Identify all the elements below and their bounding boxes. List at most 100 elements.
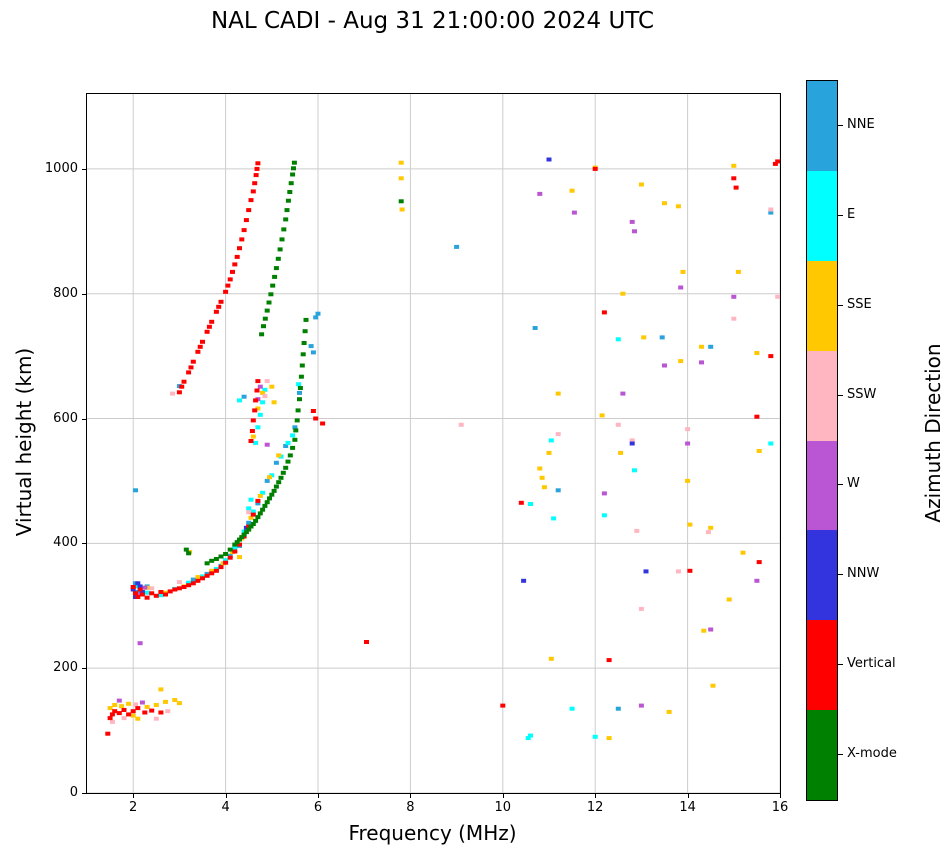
point-vertical (364, 640, 369, 644)
point-sse (135, 716, 141, 721)
point-x-mode (241, 532, 247, 537)
point-sse (678, 359, 684, 364)
point-sse (237, 555, 242, 560)
point-e (262, 387, 268, 392)
point-e (285, 440, 291, 445)
point-ssw (149, 586, 155, 591)
point-sse (618, 450, 624, 455)
point-nne (292, 425, 298, 430)
point-x-mode (288, 181, 294, 186)
point-x-mode (268, 292, 274, 297)
point-vertical (601, 310, 607, 315)
point-sse (537, 466, 543, 471)
point-e (296, 382, 302, 387)
point-x-mode (237, 537, 242, 542)
y-tick-mark (82, 418, 87, 420)
colorbar-tick (838, 125, 843, 126)
point-vertical (107, 716, 113, 721)
colorbar-category-label: SSE (847, 297, 872, 312)
point-x-mode (267, 496, 272, 501)
x-tick-label: 2 (129, 800, 138, 815)
point-ssw (264, 379, 270, 384)
point-vertical (254, 388, 260, 393)
point-ssw (731, 316, 737, 321)
point-x-mode (292, 437, 298, 442)
point-vertical (206, 324, 212, 329)
point-sse (250, 434, 256, 439)
point-vertical (204, 329, 210, 334)
point-ssw (458, 422, 464, 427)
colorbar-tick (838, 664, 843, 665)
point-vertical (310, 409, 316, 413)
point-sse (735, 269, 741, 274)
point-ssw (165, 709, 171, 714)
x-tick-mark (225, 793, 227, 798)
point-sse (569, 188, 575, 193)
point-vertical (731, 176, 737, 181)
point-vertical (130, 585, 136, 589)
point-sse (260, 390, 266, 395)
point-x-mode (297, 386, 303, 390)
point-vertical (167, 589, 173, 594)
point-nnw (546, 157, 552, 162)
point-vertical (223, 560, 229, 565)
point-nne (659, 335, 665, 340)
point-e (528, 733, 533, 738)
point-vertical (232, 549, 238, 554)
point-sse (555, 391, 561, 396)
point-vertical (239, 237, 245, 242)
point-w (137, 641, 143, 646)
point-vertical (172, 587, 178, 592)
point-w (601, 491, 607, 496)
point-x-mode (271, 488, 277, 493)
point-x-mode (269, 492, 275, 497)
point-x-mode (273, 266, 279, 271)
point-sse (666, 709, 672, 714)
point-x-mode (218, 554, 224, 559)
point-vertical (176, 390, 182, 395)
point-vertical (754, 414, 760, 419)
point-vertical (518, 500, 524, 505)
point-x-mode (279, 237, 285, 242)
point-e (615, 337, 621, 342)
colorbar-category-label: E (847, 207, 856, 222)
x-tick-label: 12 (586, 800, 604, 815)
point-vertical (158, 590, 164, 594)
point-ssw (246, 510, 252, 515)
point-vertical (733, 185, 739, 190)
point-sse (756, 449, 762, 453)
point-e (601, 513, 607, 518)
x-tick-label: 16 (771, 800, 789, 815)
point-x-mode (253, 518, 259, 523)
point-x-mode (183, 547, 189, 552)
point-x-mode (303, 317, 309, 322)
point-ssw (262, 394, 268, 399)
point-x-mode (283, 465, 289, 470)
point-x-mode (264, 500, 270, 505)
colorbar-category-label: SSW (847, 387, 877, 402)
point-vertical (218, 565, 224, 570)
point-w (638, 703, 644, 708)
point-vertical (254, 166, 260, 171)
point-sse (701, 628, 707, 633)
point-w (139, 700, 145, 705)
point-x-mode (243, 530, 249, 535)
point-vertical (252, 408, 258, 413)
x-tick-label: 10 (494, 800, 512, 815)
point-sse (675, 204, 681, 209)
point-w (620, 391, 626, 396)
point-ssw (133, 702, 138, 707)
point-e (551, 516, 557, 521)
point-sse (548, 656, 554, 661)
point-vertical (149, 708, 155, 713)
point-vertical (250, 189, 256, 194)
point-e (186, 580, 192, 585)
point-x-mode (287, 453, 293, 458)
point-vertical (158, 710, 164, 715)
point-w (685, 441, 691, 446)
point-x-mode (293, 428, 299, 433)
y-tick-mark (82, 543, 87, 545)
point-sse (172, 698, 178, 702)
point-ssw (775, 294, 780, 299)
point-vertical (248, 198, 254, 203)
